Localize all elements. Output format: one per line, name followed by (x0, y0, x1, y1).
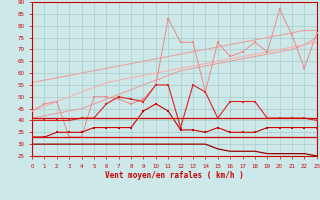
X-axis label: Vent moyen/en rafales ( km/h ): Vent moyen/en rafales ( km/h ) (105, 171, 244, 180)
